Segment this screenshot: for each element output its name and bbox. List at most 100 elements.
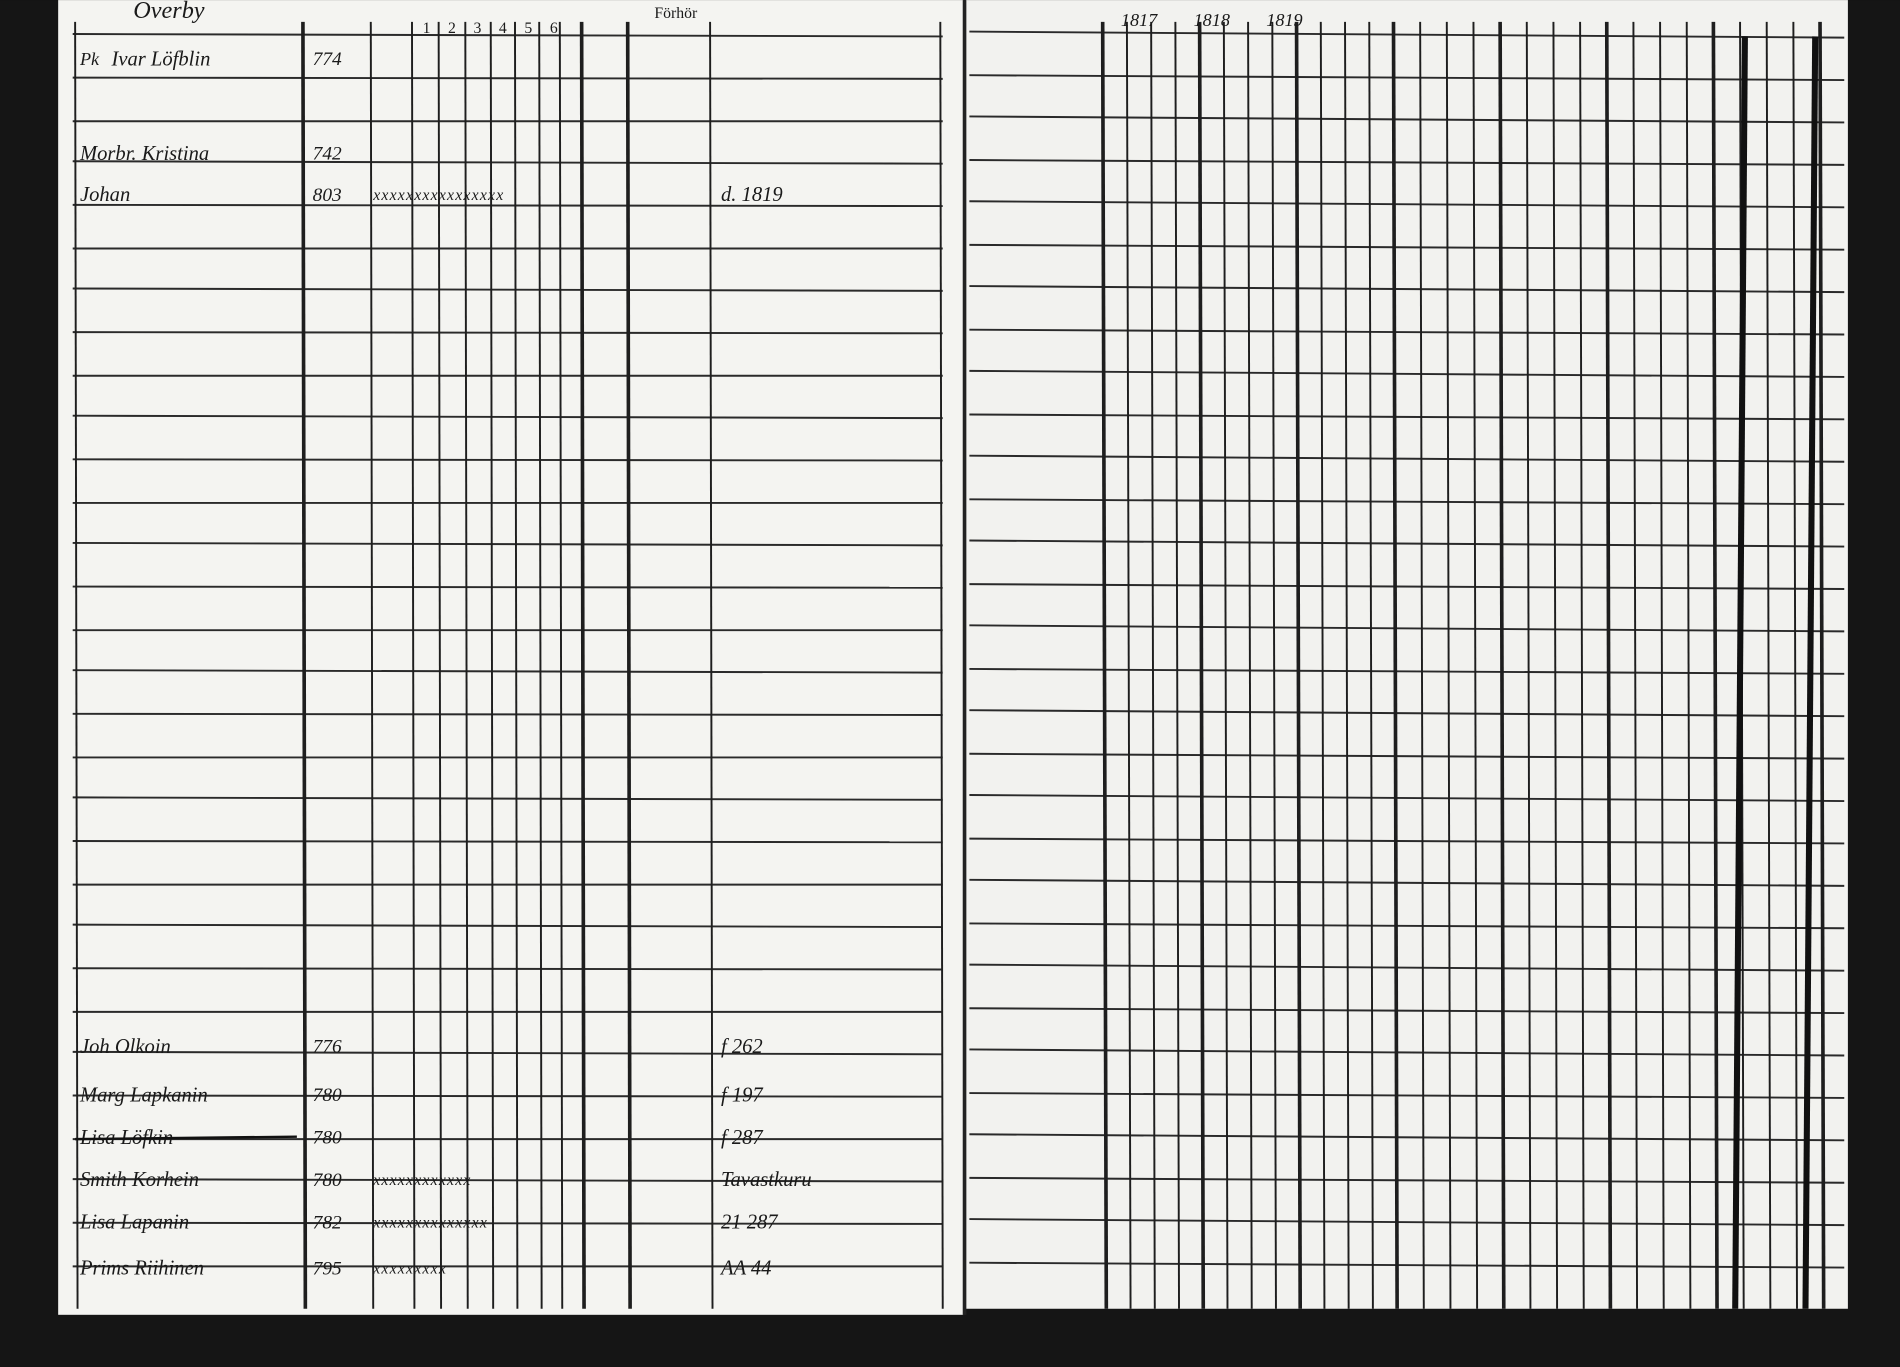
year-heading: 1817 <box>1121 10 1158 30</box>
row-rule <box>72 458 943 462</box>
entry-number: 803 <box>313 185 342 206</box>
row-rule <box>72 923 943 929</box>
column-rule <box>1125 21 1132 1309</box>
column-rule <box>1294 21 1303 1309</box>
column-rule <box>301 21 308 1309</box>
note: Tavastkuru <box>721 1169 812 1191</box>
row-rule <box>969 539 1845 548</box>
row-rule <box>969 709 1845 718</box>
row-rule <box>969 878 1845 887</box>
column-rule <box>1344 21 1350 1309</box>
column-rule <box>1100 21 1109 1309</box>
note: f 197 <box>721 1084 763 1106</box>
year-heading: 1819 <box>1266 10 1302 30</box>
person-name: Johan <box>80 184 130 206</box>
column-rule <box>1368 21 1374 1309</box>
column-rule <box>709 21 714 1309</box>
entry-number: 780 <box>313 1128 342 1149</box>
person-name: Lisa Lapanin <box>79 1212 189 1234</box>
person-name: Morbr. Kristina <box>79 143 209 165</box>
column-rule <box>1711 21 1719 1309</box>
column-rule <box>558 21 564 1309</box>
column-rule <box>1498 21 1506 1309</box>
row-rule <box>969 667 1845 675</box>
row-rule <box>969 963 1845 972</box>
row-rule <box>969 30 1845 39</box>
row-rule <box>969 413 1845 421</box>
row-rule <box>72 1178 943 1183</box>
exam-marks: xxxxxxxxx <box>372 1261 447 1278</box>
column-rule <box>514 21 519 1309</box>
entry-number: 782 <box>313 1212 342 1233</box>
row-rule <box>969 752 1845 760</box>
column-rule <box>939 21 944 1309</box>
column-rule <box>1552 21 1559 1309</box>
row-prefix: Pk <box>79 49 100 69</box>
entry-number: 774 <box>313 49 342 70</box>
row-rule <box>72 796 943 801</box>
row-rule <box>969 1048 1845 1057</box>
column-number: 3 <box>473 20 481 37</box>
column-rule <box>464 21 469 1309</box>
row-rule <box>969 624 1845 633</box>
person-name: Marg Lapkanin <box>79 1084 208 1106</box>
column-rule <box>1632 21 1639 1309</box>
column-rule <box>1197 21 1206 1309</box>
column-number: 2 <box>448 20 456 37</box>
row-rule <box>969 74 1845 82</box>
person-name: Joh Olkoin <box>80 1036 171 1058</box>
column-rule <box>1659 21 1665 1309</box>
person-name: Prims Riihinen <box>79 1258 204 1280</box>
note: f 287 <box>721 1127 763 1149</box>
column-rule <box>369 21 375 1309</box>
column-rule <box>1174 21 1180 1309</box>
column-rule <box>74 21 79 1309</box>
note: 21 287 <box>721 1212 778 1234</box>
person-name: Smith Korhein <box>80 1169 199 1191</box>
entry-number: 780 <box>313 1170 342 1191</box>
column-number: 5 <box>524 20 532 37</box>
note: d. 1819 <box>721 184 783 206</box>
column-rule <box>1732 36 1748 1309</box>
column-rule <box>489 21 495 1309</box>
row-rule <box>969 922 1845 930</box>
row-rule <box>72 414 943 420</box>
row-rule <box>72 33 943 38</box>
person-name: Ivar Löfblin <box>110 48 210 70</box>
row-rule <box>72 669 943 674</box>
row-rule <box>969 369 1845 378</box>
row-rule <box>969 837 1845 845</box>
row-rule <box>72 1050 943 1056</box>
row-rule <box>969 794 1845 803</box>
row-rule <box>72 331 943 335</box>
column-rule <box>1685 21 1692 1309</box>
row-rule <box>72 203 943 208</box>
row-rule <box>72 160 943 165</box>
exam-marks: xxxxxxxxxxxxxxxx <box>372 187 504 204</box>
column-rule <box>1271 21 1277 1309</box>
entry-number: 776 <box>313 1037 342 1058</box>
row-rule <box>969 1218 1845 1227</box>
row-rule <box>969 115 1845 124</box>
column-rule <box>1391 21 1399 1309</box>
row-rule <box>969 159 1845 166</box>
row-rule <box>72 585 943 589</box>
year-heading: 1818 <box>1194 10 1230 30</box>
column-rule <box>625 21 632 1309</box>
row-rule <box>969 1007 1845 1015</box>
column-rule <box>1818 21 1826 1309</box>
row-rule <box>969 285 1845 294</box>
row-rule <box>72 967 943 971</box>
row-rule <box>72 541 943 547</box>
column-rule <box>1525 21 1532 1309</box>
right-page <box>965 0 1848 1309</box>
column-rule <box>1472 21 1479 1309</box>
column-number: 6 <box>550 20 558 37</box>
entry-number: 742 <box>313 144 342 165</box>
place-heading: Överby <box>133 0 205 24</box>
column-rule <box>1419 21 1425 1309</box>
column-number: 1 <box>423 20 431 37</box>
column-rule <box>1319 21 1326 1309</box>
column-rule <box>1765 21 1772 1309</box>
